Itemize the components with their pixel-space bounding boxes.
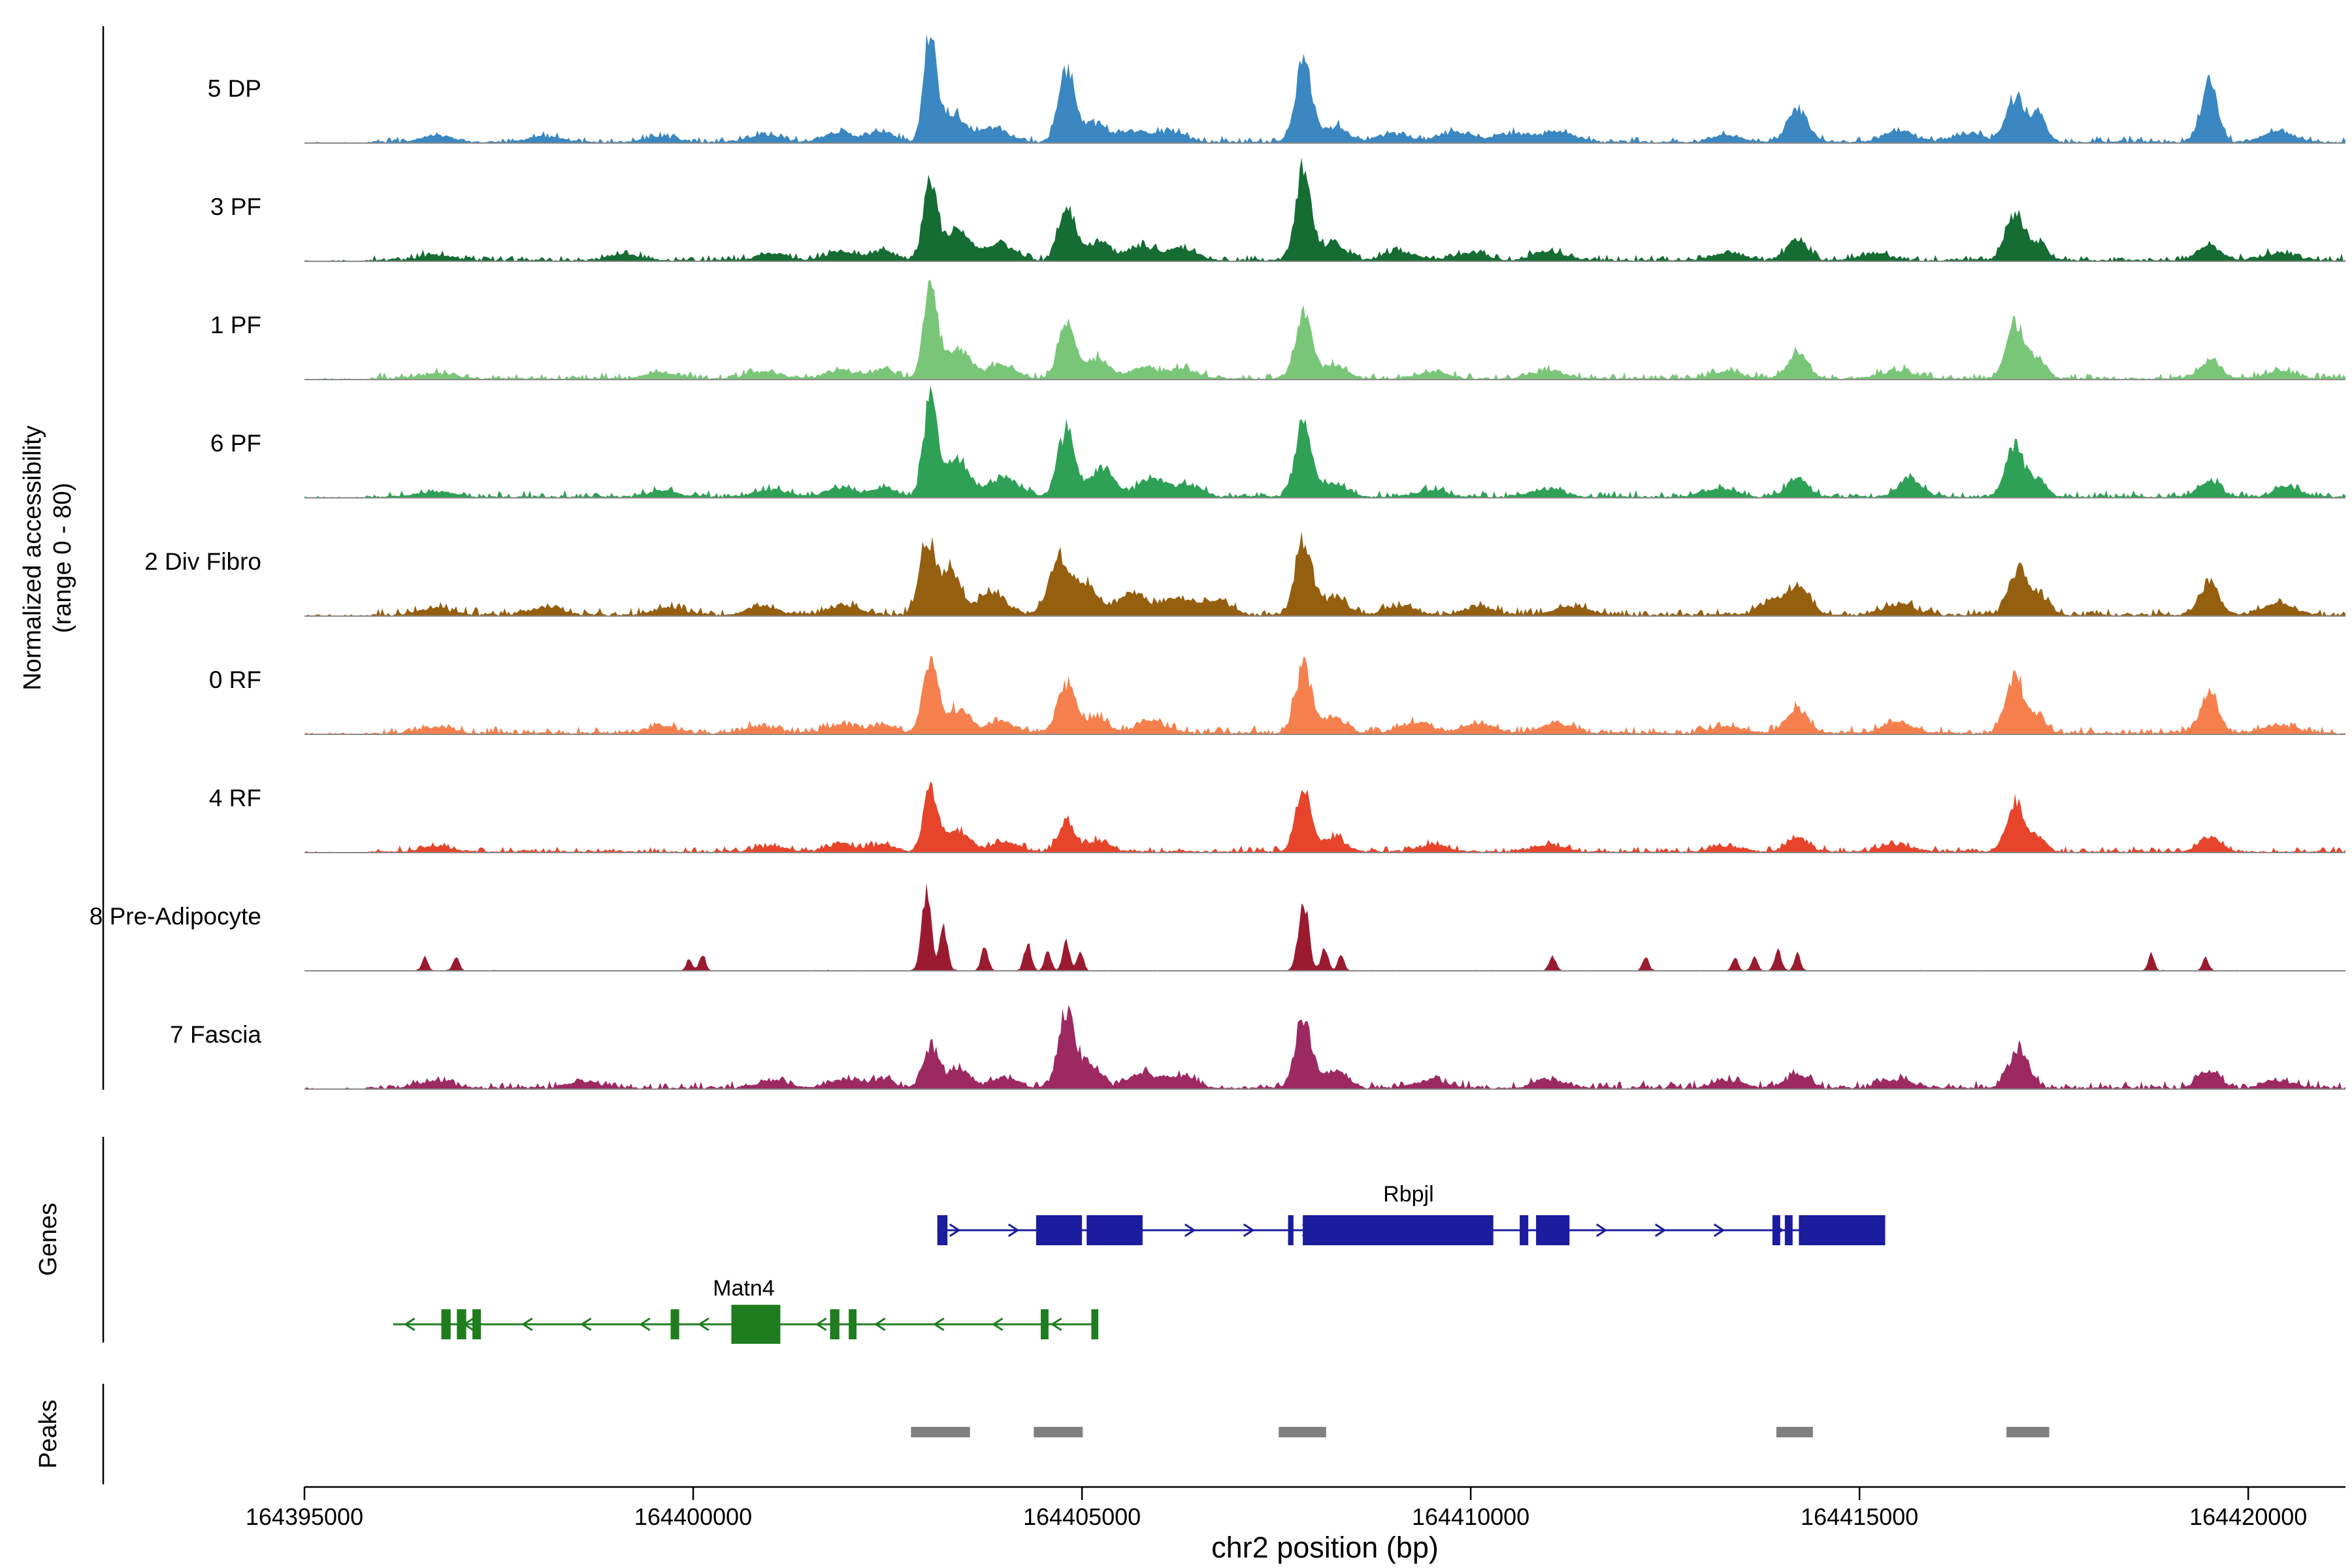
- section-label-peaks: Peaks: [35, 1399, 62, 1469]
- coverage-area: [304, 157, 2345, 261]
- strand-arrow-icon: [697, 1317, 710, 1331]
- strand-arrow-icon: [1595, 1223, 1608, 1237]
- gene-exon: [830, 1309, 840, 1339]
- gene-exon: [1303, 1215, 1494, 1245]
- gene-exon: [670, 1309, 679, 1339]
- coverage-area: [304, 1005, 2345, 1089]
- x-axis-title: chr2 position (bp): [1211, 1531, 1439, 1564]
- coverage-area: [304, 280, 2345, 380]
- x-axis-tick-label: 164400000: [634, 1503, 752, 1530]
- strand-arrow-icon: [1713, 1223, 1725, 1237]
- gene-exon: [1091, 1309, 1099, 1339]
- gene-exon: [1799, 1215, 1886, 1245]
- peaks-row: [911, 1427, 2050, 1437]
- y-axis-label-line2: (range 0 - 80): [49, 483, 76, 633]
- peak-bar: [911, 1427, 970, 1437]
- gene-label: Rbpjl: [1383, 1182, 1433, 1207]
- track-label: 0 RF: [209, 666, 261, 693]
- coverage-area: [304, 656, 2345, 734]
- strand-arrow-icon: [1654, 1223, 1667, 1237]
- x-axis-tick-label: 164420000: [2189, 1503, 2307, 1530]
- track-label: 3 PF: [210, 193, 261, 220]
- strand-arrow-icon: [638, 1317, 651, 1331]
- strand-arrow-icon: [874, 1317, 886, 1331]
- gene-exon: [1536, 1215, 1570, 1245]
- coverage-area: [304, 33, 2345, 144]
- gene-exon: [1086, 1215, 1143, 1245]
- strand-arrow-icon: [1184, 1223, 1196, 1237]
- gene-exon: [441, 1309, 451, 1339]
- gene-exon: [731, 1305, 781, 1344]
- peak-bar: [1776, 1427, 1813, 1437]
- track-label: 5 DP: [208, 75, 261, 102]
- coverage-area: [304, 781, 2345, 853]
- gene-exon: [1520, 1215, 1529, 1245]
- x-axis-tick-label: 164405000: [1023, 1503, 1141, 1530]
- strand-arrow-icon: [1050, 1317, 1062, 1331]
- coverage-area: [304, 531, 2345, 616]
- section-label-genes: Genes: [35, 1203, 62, 1276]
- x-axis-tick-label: 164415000: [1801, 1503, 1918, 1530]
- track-label: 1 PF: [210, 312, 261, 338]
- x-axis-tick-label: 164395000: [246, 1503, 363, 1530]
- gene-exon: [457, 1309, 466, 1339]
- strand-arrow-icon: [1007, 1223, 1020, 1237]
- coverage-area: [304, 385, 2345, 498]
- gene-exon: [849, 1309, 857, 1339]
- track-label: 7 Fascia: [170, 1021, 261, 1048]
- strand-arrow-icon: [1243, 1223, 1255, 1237]
- track-label: 8 Pre-Adipocyte: [90, 903, 261, 930]
- gene-exon: [472, 1309, 482, 1339]
- gene-exon: [937, 1215, 948, 1245]
- gene-annotations: Rbpjl Matn4: [393, 1182, 1886, 1344]
- gene-exon: [1041, 1309, 1049, 1339]
- track-label: 6 PF: [210, 430, 261, 457]
- strand-arrow-icon: [991, 1317, 1004, 1331]
- strand-arrow-icon: [932, 1317, 945, 1331]
- x-axis-tick-label: 164410000: [1412, 1503, 1529, 1530]
- gene-exon: [1036, 1215, 1083, 1245]
- track-label: 4 RF: [209, 785, 261, 811]
- gene-label: Matn4: [713, 1276, 775, 1301]
- strand-arrow-icon: [403, 1317, 416, 1331]
- peak-bar: [1279, 1427, 1326, 1437]
- gene-exon: [1288, 1215, 1294, 1245]
- strand-arrow-icon: [949, 1223, 961, 1237]
- gene-exon: [1784, 1215, 1793, 1245]
- peak-bar: [1034, 1427, 1083, 1437]
- track-label: 2 Div Fibro: [144, 548, 261, 575]
- gene-exon: [1772, 1215, 1780, 1245]
- peak-bar: [2006, 1427, 2050, 1437]
- coverage-tracks: 5 DP 3 PF 1 PF 6 PF 2 Div Fibro 0 RF 4 RF 8 Pre…: [90, 33, 2345, 1090]
- strand-arrow-icon: [580, 1317, 592, 1331]
- strand-arrow-icon: [521, 1317, 533, 1331]
- strand-arrow-icon: [815, 1317, 827, 1331]
- y-axis-label-line1: Normalized accessibility: [19, 425, 46, 690]
- x-axis: 164395000 164400000 164405000 164410000 1644…: [246, 1486, 2345, 1530]
- coverage-area: [304, 883, 2345, 971]
